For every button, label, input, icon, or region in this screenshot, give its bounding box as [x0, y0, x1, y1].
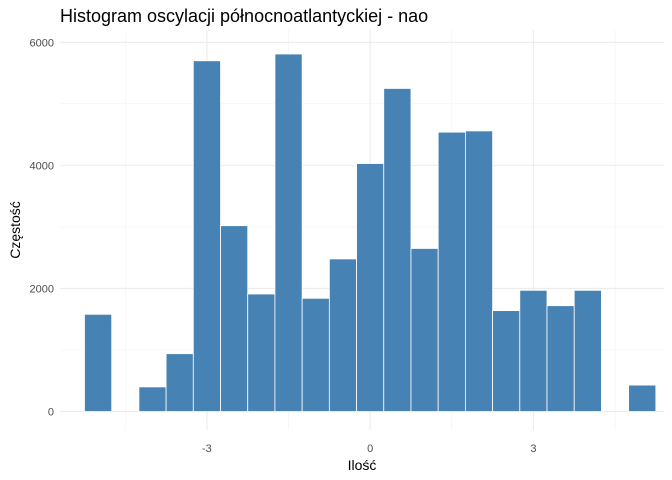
y-axis-title: Częstość: [7, 201, 23, 259]
histogram-bar: [519, 289, 548, 412]
histogram-bar: [573, 289, 602, 412]
histogram-bars: [84, 53, 657, 412]
y-tick-label: 0: [48, 407, 54, 419]
histogram-bar: [192, 60, 221, 412]
histogram-bar: [247, 293, 276, 412]
histogram-bar: [383, 88, 412, 412]
y-tick-label: 6000: [30, 37, 54, 49]
x-tick-label: 3: [530, 443, 536, 455]
histogram-bar: [274, 53, 303, 412]
histogram-bar: [301, 297, 330, 412]
axis-ticks: -3 0 3 0 2000 4000 6000: [30, 37, 537, 455]
x-tick-label: -3: [202, 443, 212, 455]
histogram-bar: [84, 313, 113, 412]
histogram-bar: [356, 163, 385, 412]
histogram-bar: [165, 353, 194, 412]
histogram-bar: [410, 248, 439, 412]
histogram-bar: [464, 130, 493, 412]
histogram-bar: [437, 131, 466, 412]
histogram-bar: [220, 225, 249, 412]
chart-title: Histogram oscylacji północnoatlantyckiej…: [60, 6, 429, 26]
histogram-bar: [328, 258, 357, 412]
histogram-bar: [138, 386, 167, 412]
x-axis-title: Ilość: [348, 457, 377, 473]
histogram-bar: [628, 384, 657, 412]
y-tick-label: 4000: [30, 160, 54, 172]
y-tick-label: 2000: [30, 283, 54, 295]
histogram-bar: [546, 305, 575, 412]
histogram-bar: [492, 310, 521, 412]
x-tick-label: 0: [367, 443, 373, 455]
